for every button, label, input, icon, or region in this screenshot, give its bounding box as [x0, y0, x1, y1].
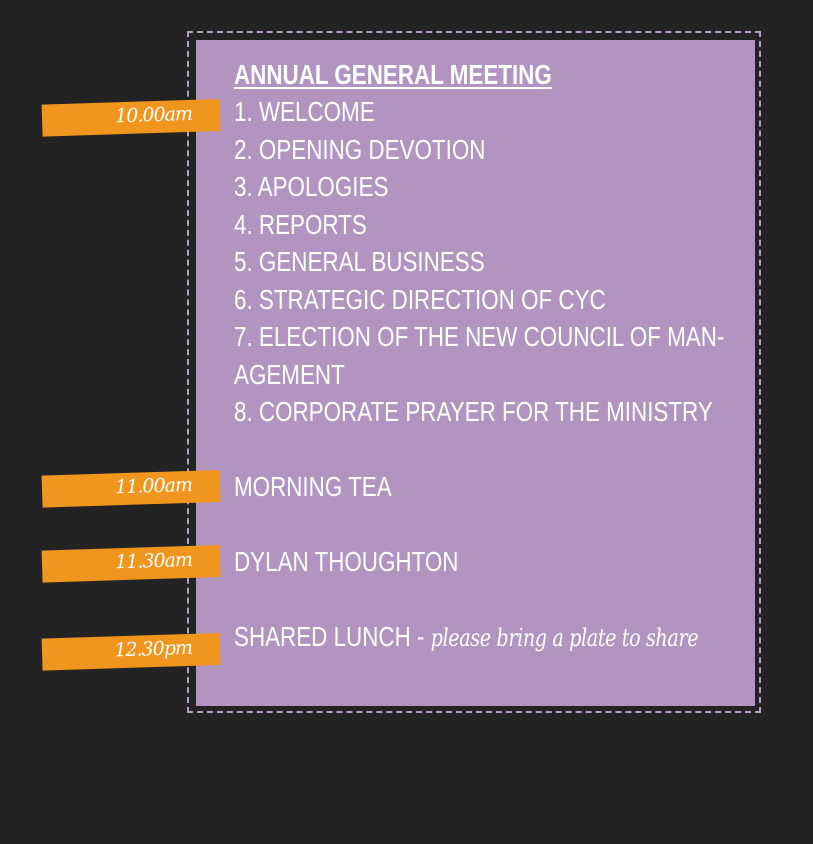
- separator: -: [410, 621, 431, 652]
- time-tag: 12.30pm: [41, 633, 221, 671]
- agenda-panel: [196, 40, 755, 706]
- page-title: ANNUAL GENERAL MEETING: [234, 59, 552, 90]
- time-label: 11.00am: [114, 473, 193, 499]
- agenda-item: AGEMENT: [234, 359, 345, 390]
- time-tag: 11.30am: [41, 545, 221, 583]
- time-label: 12.30pm: [114, 636, 193, 662]
- agenda-item: 7. ELECTION OF THE NEW COUNCIL OF MAN-: [234, 321, 725, 352]
- agenda-item: 3. APOLOGIES: [234, 171, 389, 202]
- morning-tea: MORNING TEA: [234, 471, 392, 502]
- agenda-item: 1. WELCOME: [234, 96, 375, 127]
- speaker: DYLAN THOUGHTON: [234, 546, 459, 577]
- shared-lunch-label: SHARED LUNCH: [234, 621, 411, 652]
- time-label: 11.30am: [114, 548, 193, 574]
- lunch-note: please bring a plate to share: [430, 624, 699, 652]
- time-label: 10.00am: [114, 102, 193, 128]
- agenda-item: 5. GENERAL BUSINESS: [234, 246, 485, 277]
- shared-lunch: SHARED LUNCH - please bring a plate to s…: [234, 621, 699, 653]
- time-tag: 10.00am: [41, 99, 221, 137]
- time-tag: 11.00am: [41, 470, 221, 508]
- agenda-item: 2. OPENING DEVOTION: [234, 134, 486, 165]
- agenda-item: 4. REPORTS: [234, 209, 367, 240]
- agenda-item: 8. CORPORATE PRAYER FOR THE MINISTRY: [234, 396, 713, 427]
- dashed-frame: [187, 31, 761, 713]
- agenda-item: 6. STRATEGIC DIRECTION OF CYC: [234, 284, 606, 315]
